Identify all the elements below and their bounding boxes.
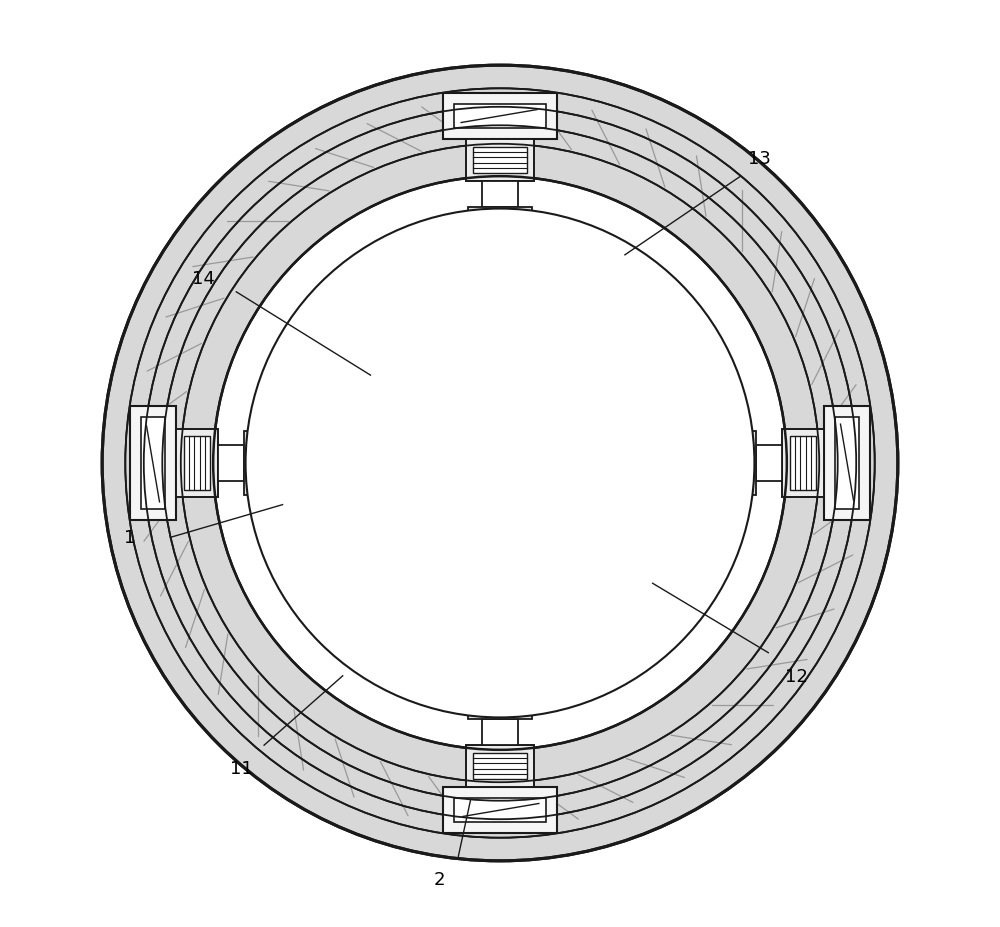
Circle shape <box>213 177 787 750</box>
Polygon shape <box>184 437 210 490</box>
Polygon shape <box>141 417 165 510</box>
Circle shape <box>102 66 898 861</box>
Text: 12: 12 <box>785 667 808 685</box>
Polygon shape <box>454 798 546 822</box>
Polygon shape <box>443 94 557 140</box>
Polygon shape <box>835 417 859 510</box>
Polygon shape <box>482 719 518 745</box>
Polygon shape <box>482 182 518 208</box>
Polygon shape <box>443 787 557 833</box>
Polygon shape <box>468 696 532 719</box>
Polygon shape <box>466 745 534 787</box>
Polygon shape <box>473 147 527 174</box>
Polygon shape <box>824 406 870 521</box>
Polygon shape <box>790 437 816 490</box>
Polygon shape <box>454 105 546 129</box>
Polygon shape <box>218 445 244 482</box>
Polygon shape <box>756 445 782 482</box>
Polygon shape <box>466 140 534 182</box>
Polygon shape <box>176 429 218 498</box>
Text: 13: 13 <box>748 149 770 168</box>
Polygon shape <box>244 431 267 496</box>
Text: 11: 11 <box>230 759 252 778</box>
Polygon shape <box>468 208 532 231</box>
Polygon shape <box>782 429 824 498</box>
Text: 1: 1 <box>124 528 136 546</box>
Polygon shape <box>473 753 527 780</box>
Polygon shape <box>733 431 756 496</box>
Text: 14: 14 <box>192 270 215 287</box>
Circle shape <box>246 210 754 717</box>
Polygon shape <box>130 406 176 521</box>
Text: 2: 2 <box>434 870 446 888</box>
